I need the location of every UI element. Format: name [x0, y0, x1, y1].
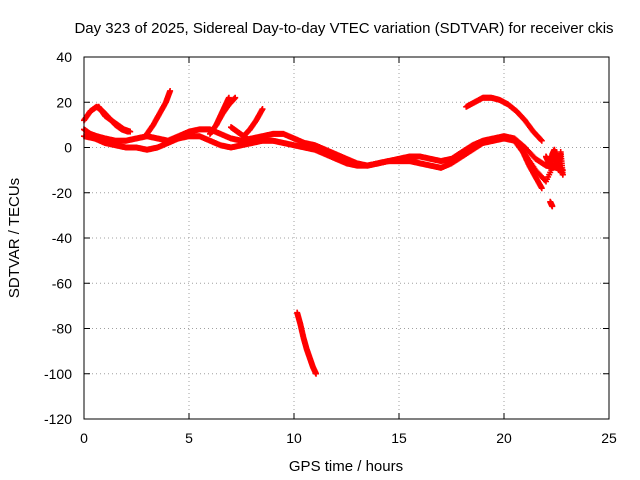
y-tick-label: -20: [52, 185, 72, 201]
y-tick-label: -120: [44, 411, 72, 427]
x-tick-label: 20: [496, 430, 512, 446]
x-tick-label: 5: [185, 430, 193, 446]
y-tick-label: -40: [52, 230, 72, 246]
series-main-band-b: [81, 133, 566, 185]
data-point: [232, 94, 239, 101]
data-point: [167, 87, 174, 94]
x-tick-label: 15: [391, 430, 407, 446]
grid-lines: [84, 57, 609, 419]
plot-frame: [83, 56, 610, 420]
data-point: [538, 185, 545, 192]
data-point: [538, 137, 545, 144]
data-point: [313, 370, 320, 377]
data-point: [127, 128, 134, 135]
chart-title: Day 323 of 2025, Sidereal Day-to-day VTE…: [74, 20, 613, 37]
series-arc-5: [207, 94, 239, 137]
data-point: [559, 171, 566, 178]
y-tick-label: 40: [56, 49, 72, 65]
series-drop-arc: [513, 139, 545, 192]
series-arc-1: [144, 87, 174, 137]
data-point: [225, 94, 232, 101]
data-points: [81, 87, 566, 377]
series-tail-point: [547, 198, 556, 210]
series-arc-7: [228, 124, 253, 144]
x-axis-label: GPS time / hours: [289, 458, 403, 475]
data-point: [246, 137, 253, 144]
y-axis-label: SDTVAR / TECUs: [6, 178, 23, 298]
y-tick-label: -80: [52, 321, 72, 337]
x-tick-label: 0: [80, 430, 88, 446]
series-high-arc: [463, 94, 545, 144]
y-tick-label: 0: [64, 140, 72, 156]
series-arc-3: [95, 103, 134, 135]
data-point: [549, 203, 556, 210]
tick-labels: 0 5 10 15 20 25 -120 -100 -80 -60 -40 -20 0 20 40: [44, 49, 617, 446]
series-outlier-arc: [294, 309, 320, 377]
x-tick-label: 25: [601, 430, 617, 446]
data-point: [537, 136, 544, 143]
data-point: [259, 106, 266, 113]
y-tick-label: 20: [56, 94, 72, 110]
x-tick-label: 10: [286, 430, 302, 446]
series-tail-cluster: [543, 146, 566, 178]
y-tick-label: -100: [44, 366, 72, 382]
y-tick-label: -60: [52, 275, 72, 291]
